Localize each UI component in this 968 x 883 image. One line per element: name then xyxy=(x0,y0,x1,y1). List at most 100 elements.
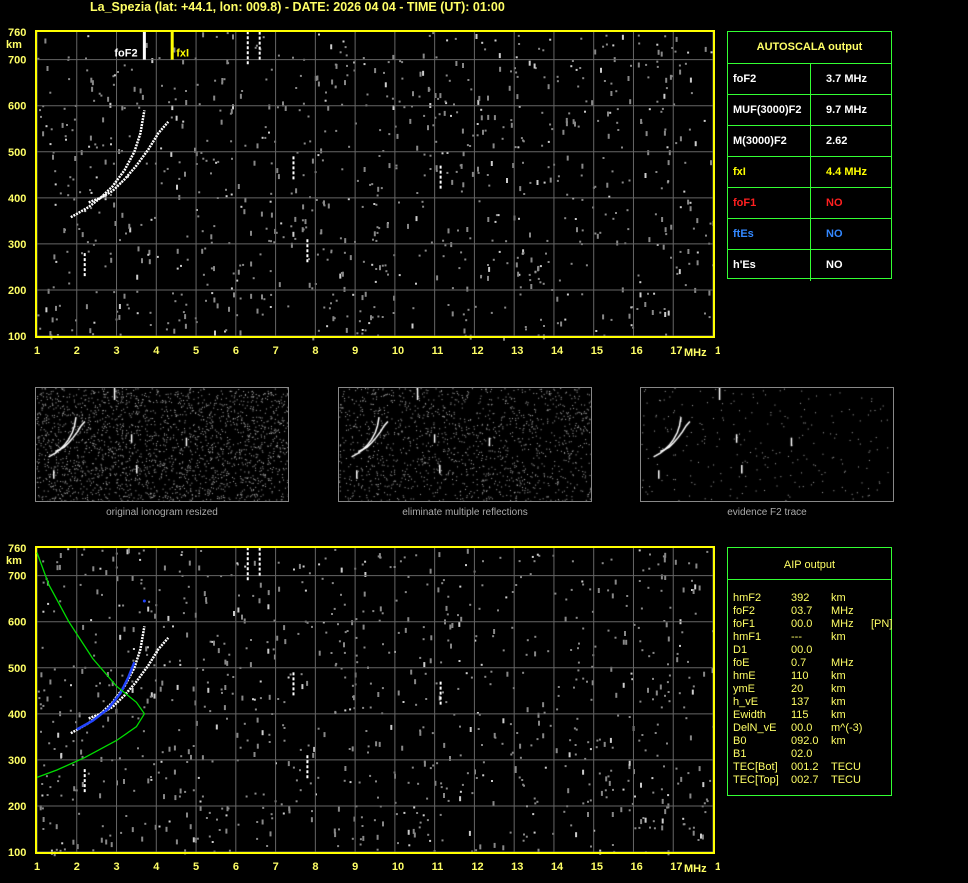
noise-dot xyxy=(432,124,435,127)
noise-dot xyxy=(303,142,306,145)
noise-dot xyxy=(628,809,631,812)
noise-dot xyxy=(515,584,518,586)
noise-dot xyxy=(534,635,537,638)
noise-dot xyxy=(375,239,378,242)
noise-dot xyxy=(259,680,262,683)
noise-dot xyxy=(702,782,705,788)
noise-dot xyxy=(174,98,177,101)
noise-dot xyxy=(565,598,568,601)
noise-dot xyxy=(125,232,127,235)
noise-dot xyxy=(612,788,614,791)
noise-dot xyxy=(381,264,384,267)
noise-dot xyxy=(397,842,399,845)
noise-dot xyxy=(572,119,575,125)
noise-dot xyxy=(445,701,448,704)
noise-dot xyxy=(256,821,259,823)
noise-dot xyxy=(570,588,573,591)
noise-dot xyxy=(311,209,314,212)
noise-dot xyxy=(232,676,235,678)
noise-dot xyxy=(661,818,664,824)
noise-dot xyxy=(282,236,285,239)
noise-dot xyxy=(458,621,461,627)
noise-dot xyxy=(565,121,568,127)
noise-dot xyxy=(149,311,152,314)
noise-dot xyxy=(676,272,679,275)
noise-dot xyxy=(710,51,713,54)
noise-dot xyxy=(63,585,66,588)
thumbnail-caption: eliminate multiple reflections xyxy=(402,507,528,518)
noise-dot xyxy=(348,748,351,750)
noise-dot xyxy=(645,131,648,137)
noise-dot xyxy=(40,672,43,678)
noise-dot xyxy=(288,808,291,814)
noise-dot xyxy=(78,228,81,230)
noise-dot xyxy=(109,834,112,837)
noise-dot xyxy=(253,752,256,757)
y-tick-label: 600 xyxy=(8,617,26,629)
noise-dot xyxy=(102,700,105,703)
noise-dot xyxy=(90,619,93,622)
noise-dot xyxy=(630,306,633,309)
noise-dot xyxy=(374,68,377,74)
noise-dot xyxy=(692,227,695,230)
noise-dot xyxy=(304,589,307,592)
x-axis-label: MHz xyxy=(684,347,707,359)
noise-dot xyxy=(528,273,531,276)
noise-dot xyxy=(356,332,359,335)
noise-dot xyxy=(233,611,235,616)
noise-dot xyxy=(395,167,398,170)
x-tick-label: 15 xyxy=(591,861,603,873)
noise-dot xyxy=(698,766,701,772)
noise-dot xyxy=(665,622,668,628)
noise-dot xyxy=(495,214,498,217)
noise-dot xyxy=(667,663,669,666)
noise-dot xyxy=(95,176,98,179)
noise-dot xyxy=(499,66,502,72)
noise-dot xyxy=(370,315,372,321)
noise-dot xyxy=(178,570,181,573)
noise-dot xyxy=(81,739,84,742)
noise-dot xyxy=(475,777,478,779)
noise-dot xyxy=(118,314,121,320)
noise-dot xyxy=(355,636,358,639)
noise-dot xyxy=(434,780,437,786)
noise-dot xyxy=(467,308,470,311)
noise-dot xyxy=(308,258,310,261)
noise-dot xyxy=(610,769,613,772)
noise-dot xyxy=(706,550,709,553)
noise-dot xyxy=(504,306,507,309)
noise-dot xyxy=(214,79,217,82)
noise-dot xyxy=(398,201,400,204)
noise-dot xyxy=(465,672,468,675)
noise-dot xyxy=(195,151,198,157)
noise-dot xyxy=(570,262,573,265)
noise-dot xyxy=(237,184,240,189)
noise-dot xyxy=(298,563,301,569)
noise-dot xyxy=(378,619,381,622)
noise-dot xyxy=(270,212,273,218)
noise-dot xyxy=(628,716,631,718)
noise-dot xyxy=(232,34,234,40)
noise-dot xyxy=(667,160,670,166)
noise-dot xyxy=(209,640,212,643)
y-tick-label: 200 xyxy=(8,801,26,813)
noise-dot xyxy=(295,87,298,89)
noise-dot xyxy=(261,136,264,139)
noise-dot xyxy=(522,251,525,254)
noise-dot xyxy=(429,154,432,157)
noise-dot xyxy=(616,108,619,111)
noise-dot xyxy=(412,828,415,834)
noise-dot xyxy=(355,618,358,621)
noise-dot xyxy=(56,561,59,564)
noise-dot xyxy=(631,678,634,681)
noise-dot xyxy=(534,67,537,70)
noise-dot xyxy=(239,93,242,99)
noise-dot xyxy=(614,636,617,639)
noise-dot xyxy=(110,842,113,848)
y-axis-label: km xyxy=(6,555,22,567)
noise-dot xyxy=(394,801,397,804)
noise-dot xyxy=(186,761,189,763)
noise-dot xyxy=(180,264,182,267)
noise-dot xyxy=(236,314,239,317)
autoscala-key: h'Es xyxy=(733,259,756,271)
